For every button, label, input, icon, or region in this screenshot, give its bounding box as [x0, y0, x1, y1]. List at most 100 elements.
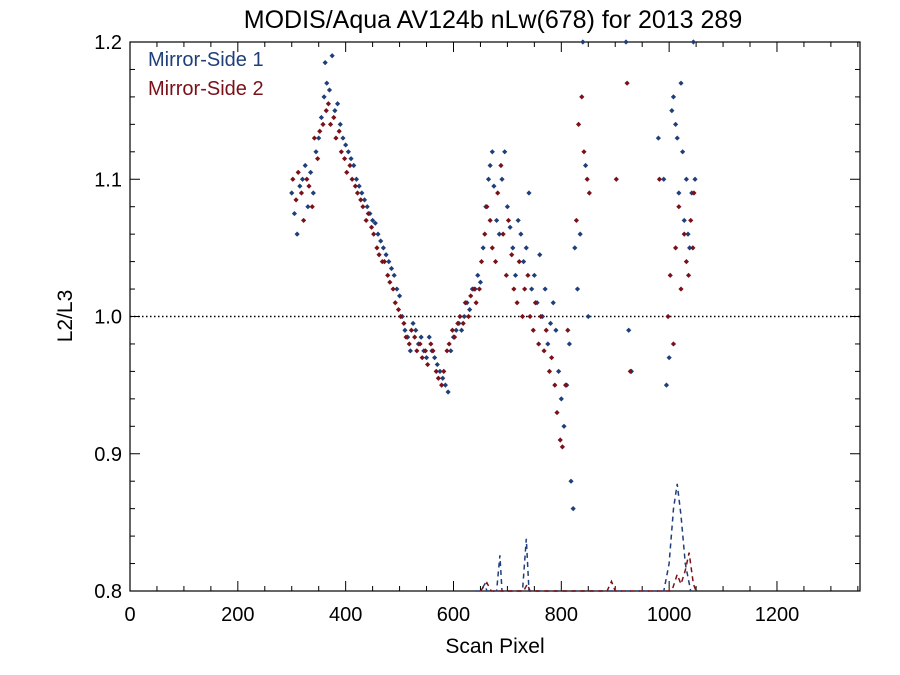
data-point-series-2 — [444, 348, 450, 354]
data-point-series-2 — [309, 204, 315, 210]
data-point-series-2 — [505, 217, 512, 224]
data-point-series-2 — [446, 341, 452, 347]
data-point-series-2 — [468, 293, 474, 299]
data-point-series-2 — [349, 176, 355, 182]
data-point-series-1 — [558, 396, 564, 402]
data-point-series-1 — [343, 142, 349, 148]
data-point-series-1 — [547, 320, 554, 326]
data-point-series-2 — [498, 162, 504, 169]
data-point-series-1 — [426, 334, 432, 340]
data-point-series-2 — [428, 341, 434, 347]
data-point-series-2 — [683, 259, 689, 265]
data-point-series-2 — [381, 259, 388, 265]
data-point-series-2 — [557, 437, 563, 443]
data-point-series-2 — [581, 149, 587, 155]
data-point-series-1 — [574, 286, 581, 292]
data-point-series-2 — [543, 327, 549, 333]
data-point-series-1 — [666, 355, 672, 361]
data-point-series-1 — [445, 389, 451, 395]
data-point-series-2 — [565, 327, 571, 333]
data-point-series-1 — [673, 121, 679, 127]
data-point-series-2 — [489, 245, 495, 251]
data-point-series-1 — [499, 176, 505, 182]
data-point-series-2 — [484, 204, 490, 210]
data-point-series-1 — [437, 368, 443, 374]
data-point-series-1 — [685, 231, 691, 237]
data-points — [289, 39, 698, 512]
data-point-series-1 — [359, 190, 365, 196]
data-point-series-1 — [383, 252, 389, 258]
data-point-series-1 — [321, 94, 327, 100]
data-point-series-2 — [368, 224, 375, 230]
data-point-series-2 — [691, 190, 697, 196]
data-point-series-1 — [507, 224, 513, 230]
data-point-series-2 — [336, 128, 342, 134]
data-point-series-1 — [477, 279, 484, 285]
data-point-series-1 — [687, 245, 693, 251]
data-point-series-2 — [688, 217, 694, 224]
data-point-series-1 — [674, 135, 680, 141]
data-point-series-1 — [302, 162, 308, 169]
data-point-series-2 — [541, 348, 547, 354]
data-point-series-1 — [663, 382, 670, 388]
data-point-series-2 — [573, 217, 580, 224]
data-point-series-2 — [333, 135, 339, 141]
data-point-series-2 — [306, 183, 312, 189]
data-point-series-2 — [325, 101, 332, 107]
data-point-series-1 — [378, 238, 384, 244]
data-point-series-2 — [538, 313, 544, 320]
data-point-series-2 — [495, 190, 501, 196]
data-point-series-1 — [299, 176, 306, 182]
data-point-series-2 — [522, 286, 528, 292]
data-point-series-2 — [417, 341, 423, 347]
data-point-series-2 — [439, 382, 445, 388]
data-point-series-2 — [579, 94, 585, 100]
data-point-series-1 — [655, 135, 661, 141]
data-point-series-2 — [311, 135, 317, 141]
data-point-series-1 — [523, 245, 529, 251]
legend-series-1: Mirror-Side 1 — [148, 49, 264, 71]
data-point-series-2 — [344, 169, 350, 175]
data-point-series-2 — [613, 176, 619, 182]
data-point-series-1 — [681, 217, 687, 224]
data-point-series-1 — [432, 355, 438, 361]
data-point-series-2 — [387, 279, 393, 285]
data-point-series-1 — [570, 506, 576, 512]
data-point-series-1 — [294, 231, 300, 237]
data-point-series-2 — [525, 272, 531, 278]
data-point-series-1 — [418, 334, 424, 340]
data-point-series-2 — [478, 259, 485, 265]
data-point-series-2 — [414, 348, 420, 354]
data-point-series-2 — [371, 231, 377, 237]
data-point-series-1 — [380, 245, 386, 251]
data-point-series-2 — [320, 121, 326, 127]
data-point-series-1 — [577, 231, 583, 237]
x-tick-label: 1200 — [755, 604, 800, 626]
data-point-series-2 — [425, 361, 431, 368]
data-point-series-1 — [520, 259, 527, 265]
data-point-series-2 — [433, 368, 439, 374]
data-point-series-1 — [504, 204, 511, 210]
x-axis-title: Scan Pixel — [445, 635, 544, 658]
data-point-series-1 — [467, 307, 473, 313]
data-point-series-2 — [323, 108, 329, 114]
data-point-series-2 — [301, 217, 307, 224]
x-tick-label: 400 — [329, 604, 362, 626]
data-point-series-2 — [563, 382, 569, 388]
data-point-series-2 — [390, 286, 396, 292]
data-point-series-2 — [559, 444, 565, 450]
data-point-series-2 — [451, 334, 458, 340]
y-axis-ticks: 0.8 0.9 1.0 1.1 1.2 — [94, 32, 860, 603]
data-point-series-1 — [515, 217, 521, 224]
data-point-series-2 — [392, 300, 398, 306]
data-point-series-1 — [485, 176, 492, 182]
data-point-series-1 — [566, 341, 573, 347]
data-point-series-2 — [527, 313, 533, 320]
x-axis-ticks: 0 200 400 600 800 1000 1200 — [124, 42, 859, 626]
data-point-series-1 — [480, 245, 486, 251]
data-point-series-1 — [334, 101, 341, 107]
data-point-series-2 — [676, 204, 682, 210]
data-point-series-1 — [491, 183, 497, 189]
data-point-series-1 — [318, 114, 324, 121]
data-point-series-2 — [441, 368, 447, 374]
